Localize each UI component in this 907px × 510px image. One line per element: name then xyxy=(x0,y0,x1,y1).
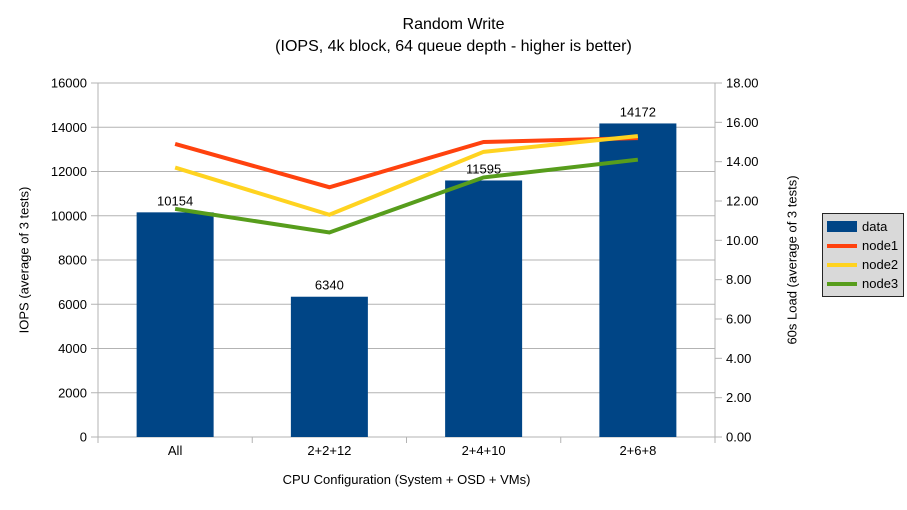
line-node2 xyxy=(174,134,639,217)
left-axis-tick-label: 14000 xyxy=(51,120,87,135)
left-axis-tick-label: 12000 xyxy=(51,164,87,179)
left-axis-tick-label: 2000 xyxy=(58,385,87,400)
legend-label: node3 xyxy=(862,276,899,291)
chart-subtitle: (IOPS, 4k block, 64 queue depth - higher… xyxy=(275,38,632,55)
right-axis-tick-label: 14.00 xyxy=(726,154,759,169)
category-label: 2+2+12 xyxy=(307,443,351,458)
bar-value-label: 14172 xyxy=(620,104,656,119)
right-axis-tick-label: 4.00 xyxy=(726,351,751,366)
bar xyxy=(445,180,523,437)
category-label: All xyxy=(168,443,183,458)
left-axis-tick-label: 4000 xyxy=(58,341,87,356)
bar-value-label: 10154 xyxy=(157,193,193,208)
right-axis-tick-label: 8.00 xyxy=(726,272,751,287)
legend-label: node1 xyxy=(862,238,899,253)
category-label: 2+6+8 xyxy=(619,443,656,458)
right-axis-tick-label: 6.00 xyxy=(726,312,751,327)
bar xyxy=(136,212,214,437)
left-axis-tick-label: 10000 xyxy=(51,208,87,223)
legend-line-swatch xyxy=(827,262,857,267)
legend-item-node1: node1 xyxy=(827,236,903,255)
legend-line-swatch xyxy=(827,243,857,248)
legend: data node1 node2 node3 xyxy=(822,213,904,297)
legend-label: node2 xyxy=(862,257,899,272)
bar xyxy=(290,296,368,437)
left-axis-tick-label: 8000 xyxy=(58,253,87,268)
bar-value-label: 11595 xyxy=(466,161,501,176)
right-axis-tick-label: 10.00 xyxy=(726,233,759,248)
legend-item-data: data xyxy=(827,217,903,236)
legend-item-node2: node2 xyxy=(827,255,903,274)
right-axis-tick-label: 12.00 xyxy=(726,194,759,209)
bar-value-label: 6340 xyxy=(315,278,344,293)
left-axis-tick-label: 0 xyxy=(80,430,87,445)
x-axis-title: CPU Configuration (System + OSD + VMs) xyxy=(282,472,531,487)
legend-line-swatch xyxy=(827,281,857,286)
right-axis-tick-label: 16.00 xyxy=(726,115,759,130)
legend-box-swatch xyxy=(827,221,857,232)
category-label: 2+4+10 xyxy=(462,443,506,458)
right-axis-tick-label: 0.00 xyxy=(726,430,751,445)
left-axis-tick-label: 6000 xyxy=(58,297,87,312)
chart-title: Random Write xyxy=(402,16,505,33)
legend-item-node3: node3 xyxy=(827,274,903,293)
line-node3 xyxy=(174,157,639,235)
bar xyxy=(599,123,677,437)
right-axis-tick-label: 18.00 xyxy=(726,76,759,91)
left-axis-tick-label: 16000 xyxy=(51,76,87,91)
legend-label: data xyxy=(862,219,888,234)
right-axis-tick-label: 2.00 xyxy=(726,390,751,405)
line-node1 xyxy=(174,136,638,190)
